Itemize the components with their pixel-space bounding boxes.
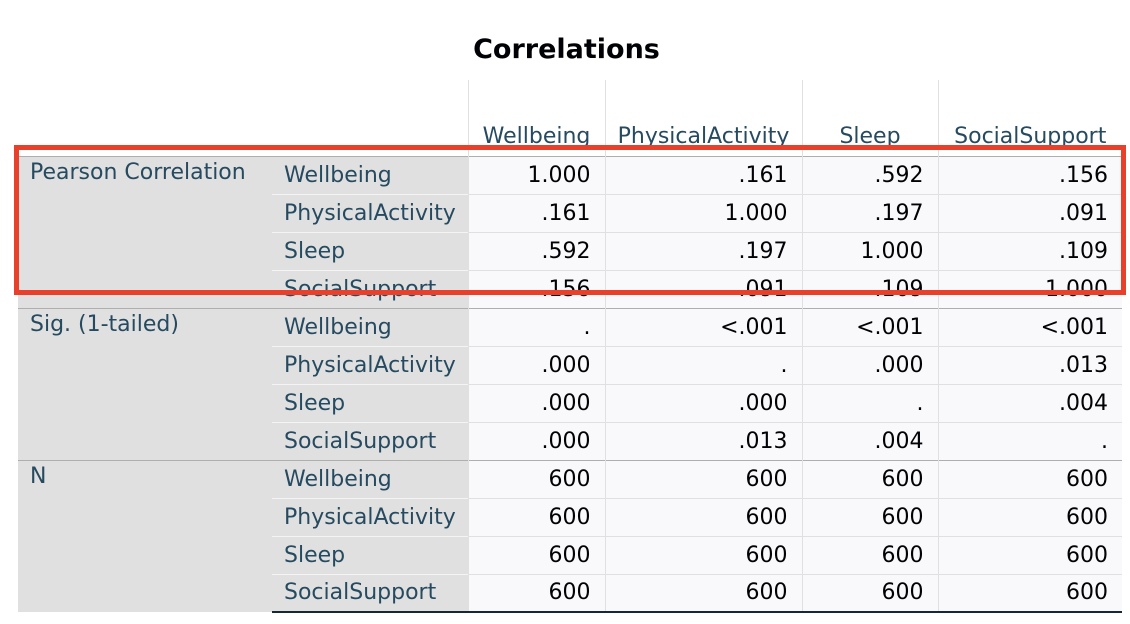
table-cell: 600 bbox=[467, 459, 605, 498]
table-cell: .000 bbox=[467, 383, 605, 422]
statistic-label: N bbox=[18, 459, 272, 612]
row-variable-label: SocialSupport bbox=[272, 573, 468, 613]
table-row: N Wellbeing 600 600 600 600 bbox=[18, 459, 1122, 612]
table-cell: <.001 bbox=[801, 307, 938, 346]
table-cell: <.001 bbox=[604, 307, 802, 346]
corner-cell bbox=[18, 80, 272, 156]
table-cell: 600 bbox=[604, 497, 802, 536]
table-cell: .000 bbox=[467, 345, 605, 384]
table-cell: 600 bbox=[801, 459, 938, 498]
column-header: SocialSupport bbox=[937, 80, 1122, 156]
row-variable-label: SocialSupport bbox=[272, 421, 468, 460]
table-cell: 600 bbox=[604, 535, 802, 574]
table-cell: 600 bbox=[801, 573, 938, 613]
table-cell: 600 bbox=[937, 459, 1122, 498]
table-cell: . bbox=[604, 345, 802, 384]
table-cell: .592 bbox=[467, 231, 605, 270]
row-variable-label: Sleep bbox=[272, 383, 468, 422]
table-cell: .197 bbox=[801, 193, 938, 232]
table-cell: 600 bbox=[467, 535, 605, 574]
table-cell: 600 bbox=[937, 535, 1122, 574]
table-row: PhysicalActivity .161 1.000.197.091 bbox=[18, 193, 1122, 232]
row-variable-label: Wellbeing bbox=[272, 155, 468, 194]
table-cell: .004 bbox=[937, 383, 1122, 422]
table-cell: 1.000 bbox=[604, 193, 802, 232]
row-variable-label: PhysicalActivity bbox=[272, 193, 468, 232]
corner-cell-2 bbox=[272, 80, 468, 156]
table-row: Sleep 600 600 600 600 bbox=[18, 535, 1122, 574]
statistic-label: Pearson Correlation bbox=[18, 155, 272, 308]
row-variable-label: Wellbeing bbox=[272, 307, 468, 346]
table-row: Sig. (1-tailed) Wellbeing. <.001 <.001 <.001 bbox=[18, 307, 1122, 460]
table-cell: .156 bbox=[467, 269, 605, 308]
table-cell: .592 bbox=[801, 155, 938, 194]
table-row: SocialSupport .156.091.109 1.000 bbox=[18, 269, 1122, 308]
table-cell: .161 bbox=[604, 155, 802, 194]
table-cell: 1.000 bbox=[467, 155, 605, 194]
table-cell: .161 bbox=[467, 193, 605, 232]
row-variable-label: PhysicalActivity bbox=[272, 497, 468, 536]
table-row: Sleep .000.000. .004 bbox=[18, 383, 1122, 422]
table-cell: .013 bbox=[604, 421, 802, 460]
table-title: Correlations bbox=[473, 34, 660, 65]
table-cell: 600 bbox=[937, 497, 1122, 536]
table-cell: .156 bbox=[937, 155, 1122, 194]
table-row: PhysicalActivity .000. .000.013 bbox=[18, 345, 1122, 384]
table-cell: .000 bbox=[467, 421, 605, 460]
correlations-table: Wellbeing PhysicalActivity Sleep SocialS… bbox=[18, 80, 1122, 613]
table-cell: .109 bbox=[937, 231, 1122, 270]
table-row: PhysicalActivity 600 600 600 600 bbox=[18, 497, 1122, 536]
table-cell: 600 bbox=[801, 535, 938, 574]
table-cell: 1.000 bbox=[801, 231, 938, 270]
table-cell: 600 bbox=[937, 573, 1122, 613]
table-cell: 600 bbox=[604, 459, 802, 498]
table-cell: .004 bbox=[801, 421, 938, 460]
table-row: Sleep .592.197 1.000.109 bbox=[18, 231, 1122, 270]
row-variable-label: Sleep bbox=[272, 535, 468, 574]
column-header: PhysicalActivity bbox=[604, 80, 802, 156]
table-cell: .000 bbox=[604, 383, 802, 422]
table-cell: 600 bbox=[467, 573, 605, 613]
statistic-label: Sig. (1-tailed) bbox=[18, 307, 272, 460]
column-header: Wellbeing bbox=[467, 80, 605, 156]
table-cell: <.001 bbox=[937, 307, 1122, 346]
table-row: SocialSupport .000.013.004. bbox=[18, 421, 1122, 460]
row-variable-label: Wellbeing bbox=[272, 459, 468, 498]
table-cell: . bbox=[937, 421, 1122, 460]
row-variable-label: Sleep bbox=[272, 231, 468, 270]
table-cell: 1.000 bbox=[937, 269, 1122, 308]
table-cell: 600 bbox=[801, 497, 938, 536]
table-cell: .000 bbox=[801, 345, 938, 384]
table-row: Pearson Correlation Wellbeing 1.000.161.59… bbox=[18, 155, 1122, 308]
table-row: SocialSupport 600 600 600 600 bbox=[18, 573, 1122, 613]
column-header: Sleep bbox=[801, 80, 938, 156]
table-cell: .013 bbox=[937, 345, 1122, 384]
table-cell: .109 bbox=[801, 269, 938, 308]
table-cell: .091 bbox=[604, 269, 802, 308]
table-cell: . bbox=[467, 307, 605, 346]
table-cell: 600 bbox=[467, 497, 605, 536]
table-cell: .091 bbox=[937, 193, 1122, 232]
table-cell: .197 bbox=[604, 231, 802, 270]
row-variable-label: SocialSupport bbox=[272, 269, 468, 308]
table-cell: . bbox=[801, 383, 938, 422]
row-variable-label: PhysicalActivity bbox=[272, 345, 468, 384]
table-cell: 600 bbox=[604, 573, 802, 613]
